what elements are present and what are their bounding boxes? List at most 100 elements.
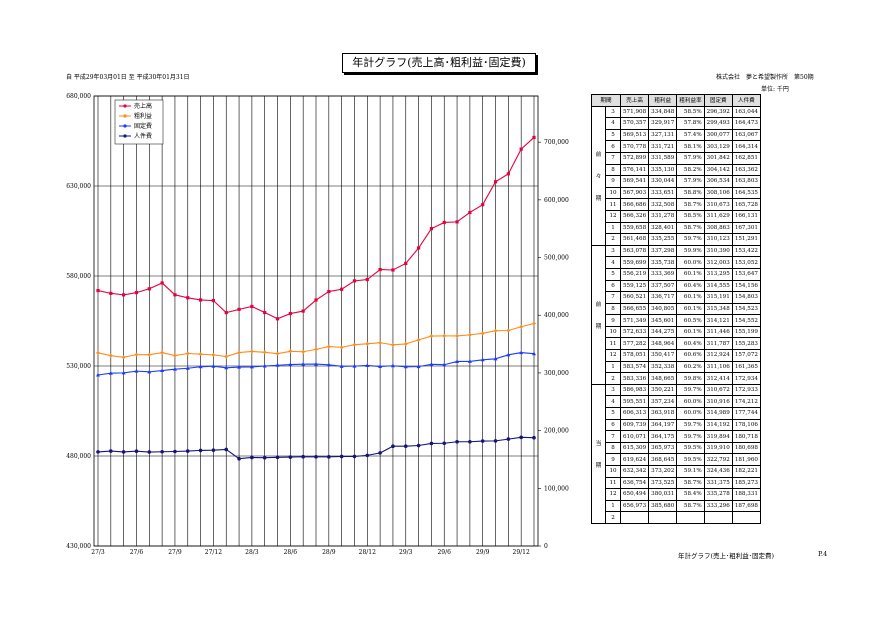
labor-cost-cell: 187,698 bbox=[731, 499, 761, 513]
sales-cell: 577,282 bbox=[619, 337, 650, 351]
labor-cost-cell: 181,960 bbox=[731, 453, 761, 466]
fixed-cost-cell: 324,436 bbox=[703, 465, 733, 478]
data-point bbox=[121, 370, 126, 375]
fixed-cost-cell: 331,375 bbox=[703, 476, 733, 490]
table-row: 1 656,973 385,680 58.7% 333,296 187,698 bbox=[592, 499, 761, 513]
labor-cost-cell: 153,647 bbox=[731, 267, 761, 281]
legend-marker bbox=[123, 104, 127, 108]
data-point bbox=[288, 455, 293, 459]
month-cell: 7 bbox=[605, 151, 621, 165]
left-axis-tick-label: 430,000 bbox=[66, 543, 91, 550]
gross-margin-cell: 59.7% bbox=[676, 430, 705, 443]
sales-cell: 559,699 bbox=[619, 256, 650, 269]
data-point bbox=[403, 341, 408, 346]
data-point bbox=[160, 449, 164, 454]
data-point bbox=[481, 203, 485, 207]
data-point bbox=[249, 364, 254, 369]
sales-cell: 569,513 bbox=[619, 128, 650, 142]
month-cell: 10 bbox=[605, 325, 621, 339]
data-point bbox=[237, 307, 241, 311]
gross-profit-cell: 344,275 bbox=[648, 325, 678, 339]
fixed-cost-cell: 308,863 bbox=[703, 221, 733, 235]
fixed-cost-cell: 312,003 bbox=[703, 256, 733, 269]
table-row: 9 619,624 368,645 59.5% 322,792 181,960 bbox=[592, 453, 761, 466]
data-point bbox=[173, 293, 177, 297]
table-row: 2 561,468 335,255 59.7% 310,123 151,291 bbox=[592, 233, 761, 246]
gross-profit-cell: 331,589 bbox=[648, 151, 678, 165]
legend-label: 固定費 bbox=[134, 122, 152, 130]
month-cell: 5 bbox=[605, 407, 621, 420]
x-axis-tick-label: 27/9 bbox=[168, 549, 182, 556]
data-point bbox=[160, 281, 164, 285]
data-point bbox=[314, 347, 318, 352]
data-point bbox=[365, 363, 370, 367]
data-point bbox=[455, 220, 459, 224]
data-point bbox=[147, 450, 152, 454]
period-group-char: 当 bbox=[595, 440, 602, 447]
data-point bbox=[429, 227, 434, 231]
table-row: 12 650,494 380,031 58.4% 335,278 188,331 bbox=[592, 488, 761, 501]
table-row: 9 569,541 330,044 57.9% 306,534 163,803 bbox=[592, 175, 761, 188]
labor-cost-cell: 164,473 bbox=[731, 117, 761, 130]
table-row: 9 571,349 345,601 60.5% 314,121 154,552 bbox=[592, 314, 761, 327]
fixed-cost-cell: 310,916 bbox=[703, 395, 733, 409]
data-point bbox=[211, 448, 216, 452]
fixed-cost-cell: 333,296 bbox=[703, 499, 733, 513]
data-point bbox=[352, 279, 357, 283]
gross-margin-cell: 60.4% bbox=[676, 337, 705, 351]
data-point bbox=[391, 268, 395, 272]
period-group-label: 前期 bbox=[591, 244, 606, 385]
gross-profit-cell: 340,805 bbox=[648, 302, 678, 316]
month-cell: 1 bbox=[605, 221, 621, 235]
left-axis-tick-label: 680,000 bbox=[66, 93, 91, 100]
month-cell: 4 bbox=[605, 395, 621, 409]
left-axis-tick-label: 630,000 bbox=[66, 183, 91, 190]
data-point bbox=[429, 362, 434, 366]
gross-margin-cell: 57.9% bbox=[676, 175, 705, 188]
fixed-cost-cell: 301,842 bbox=[703, 151, 733, 165]
labor-cost-cell: 151,291 bbox=[731, 233, 761, 246]
data-point bbox=[198, 364, 203, 369]
right-axis-tick-label: 0 bbox=[544, 543, 548, 550]
data-point bbox=[326, 344, 331, 349]
sales-cell: 560,521 bbox=[619, 291, 650, 304]
data-point bbox=[442, 220, 446, 225]
gross-margin-cell: 60.1% bbox=[676, 291, 705, 304]
labor-cost-cell: 154,552 bbox=[731, 314, 761, 327]
data-point bbox=[455, 333, 460, 338]
month-cell: 2 bbox=[605, 372, 621, 385]
x-axis-tick-label: 29/9 bbox=[476, 549, 490, 556]
data-point bbox=[301, 349, 306, 354]
header-gross-margin: 粗利益率 bbox=[676, 94, 705, 107]
gross-margin-cell: 58.4% bbox=[676, 488, 705, 501]
data-point bbox=[365, 341, 370, 346]
gross-margin-cell: 60.0% bbox=[676, 395, 705, 409]
month-cell: 8 bbox=[605, 163, 621, 177]
labor-cost-cell bbox=[731, 511, 761, 524]
data-point bbox=[326, 362, 331, 367]
header-gross-profit: 粗利益 bbox=[648, 94, 678, 107]
legend-label: 売上高 bbox=[134, 102, 152, 110]
gross-margin-cell: 59.5% bbox=[676, 453, 705, 466]
fixed-cost-cell: 315,348 bbox=[703, 302, 733, 316]
gross-profit-cell: 328,401 bbox=[648, 221, 678, 235]
data-point bbox=[288, 362, 293, 367]
gross-profit-cell bbox=[648, 511, 678, 524]
gross-margin-cell: 60.4% bbox=[676, 279, 705, 293]
fixed-cost-cell bbox=[703, 511, 733, 524]
table-header-row: 期間 売上高 粗利益 粗利益率 固定費 人件費 bbox=[591, 94, 761, 107]
month-cell: 4 bbox=[605, 256, 621, 269]
sales-cell: 656,973 bbox=[619, 499, 650, 513]
data-point bbox=[250, 304, 254, 309]
gross-profit-cell: 335,255 bbox=[648, 233, 678, 246]
table-row: 5 556,219 333,369 60.1% 313,295 153,647 bbox=[592, 267, 761, 281]
gross-margin-cell: 59.7% bbox=[676, 233, 705, 246]
data-point bbox=[480, 357, 485, 362]
data-point bbox=[134, 368, 139, 373]
data-point bbox=[198, 298, 203, 302]
gross-profit-cell: 334,848 bbox=[648, 105, 678, 119]
gross-margin-cell: 60.1% bbox=[676, 325, 705, 339]
fixed-cost-cell: 315,191 bbox=[703, 291, 733, 304]
month-cell: 10 bbox=[605, 186, 621, 200]
table-row: 当期 3 586,983 350,221 59.7% 310,672 172,933 bbox=[591, 383, 761, 524]
